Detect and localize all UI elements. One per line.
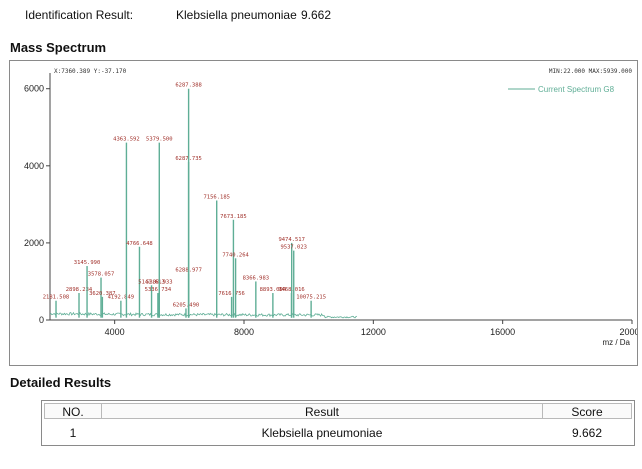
column-header-no: NO.	[44, 403, 102, 419]
y-tick-label: 2000	[24, 238, 44, 248]
x-tick-label: 4000	[105, 327, 125, 337]
peak-label: 7740.264	[222, 252, 249, 258]
identification-label: Identification Result:	[25, 8, 134, 22]
peak-label: 3620.387	[89, 291, 116, 297]
row-result: Klebsiella pneumoniae	[261, 426, 383, 440]
legend-label: Current Spectrum G8	[538, 85, 615, 94]
peak-label: 4363.592	[113, 137, 140, 143]
x-axis-label: mz / Da	[602, 338, 630, 347]
cursor-readout: X:7360.389 Y:-37.170	[54, 68, 127, 75]
peak-label: 7673.185	[220, 214, 247, 220]
peak-label: 4766.648	[126, 241, 153, 247]
peak-label: 10075.215	[296, 295, 326, 301]
y-tick-label: 4000	[24, 161, 44, 171]
peak-label: 2181.508	[43, 295, 70, 301]
peak-label: 7616.756	[218, 291, 245, 297]
peak-label: 6287.388	[175, 83, 202, 89]
mass-spectrum-title: Mass Spectrum	[10, 40, 107, 55]
x-tick-label: 20000	[619, 327, 637, 337]
mass-spectrum-chart: 0 2000 4000 6000 4000 8000 12000 16000 20000mz /…	[9, 60, 638, 366]
peak-label: 5141.613	[138, 279, 165, 285]
peak-label: 5336.734	[145, 287, 172, 293]
column-header-score: Score	[542, 403, 632, 419]
spectrum-plot: 0 2000 4000 6000 4000 8000 12000 16000 20000mz /…	[24, 68, 637, 347]
results-table: NO. Result Score 1 Klebsiella pneumoniae…	[41, 400, 635, 446]
y-tick-label: 6000	[24, 84, 44, 94]
peak-label: 3578.057	[88, 272, 115, 278]
column-header-result: Result	[101, 403, 543, 419]
peak-label: 8893.094	[260, 287, 287, 293]
peak-label: 5379.500	[146, 137, 173, 143]
peak-label: 3145.990	[74, 260, 101, 266]
table-header: NO. Result Score	[42, 401, 634, 419]
identification-score: 9.662	[301, 8, 332, 22]
peak-label: 8366.983	[243, 275, 270, 281]
x-tick-label: 12000	[361, 327, 386, 337]
peak-label: 7156.185	[203, 195, 230, 201]
peak-label: 9537.023	[280, 245, 307, 251]
row-score: 9.662	[571, 426, 603, 440]
peak-label: 2898.234	[66, 287, 93, 293]
peak-label: 9474.517	[278, 237, 305, 243]
peak-label: 4192.849	[108, 295, 135, 301]
peak-label: 6205.490	[173, 302, 200, 308]
range-readout: MIN:22.000 MAX:5939.000	[549, 68, 632, 75]
identified-organism: Klebsiella pneumoniae	[176, 8, 297, 22]
y-tick-label: 0	[39, 315, 44, 325]
detailed-results-title: Detailed Results	[10, 375, 112, 390]
row-number: 1	[69, 426, 77, 440]
x-tick-label: 8000	[234, 327, 254, 337]
x-tick-label: 16000	[490, 327, 515, 337]
